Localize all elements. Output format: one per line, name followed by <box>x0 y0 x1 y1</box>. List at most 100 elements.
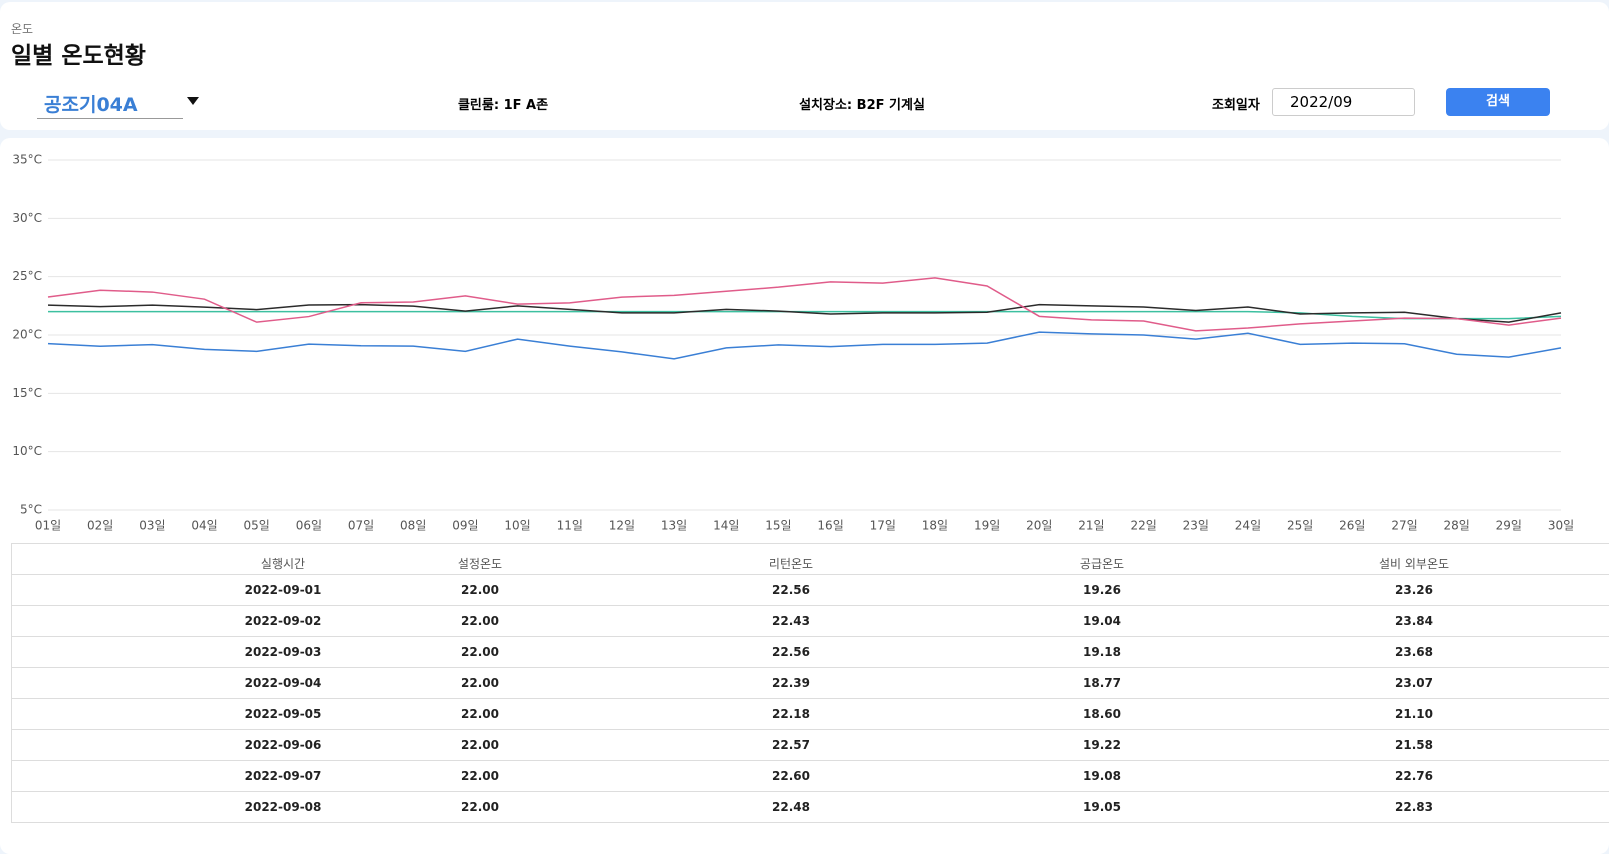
page-title: 일별 온도현황 <box>11 43 146 69</box>
table-cell: 23.07 <box>1395 676 1433 690</box>
x-tick-label: 24일 <box>1235 519 1261 533</box>
table-cell: 22.00 <box>461 738 499 752</box>
table-cell: 2022-09-06 <box>244 738 322 752</box>
x-tick-label: 12일 <box>609 519 635 533</box>
table-row: 2022-09-01 22.00 22.56 19.26 23.26 <box>12 575 1609 606</box>
table-row: 2022-09-05 22.00 22.18 18.60 21.10 <box>12 699 1609 730</box>
y-tick-label: 10°C <box>12 444 42 458</box>
table-cell: 2022-09-07 <box>244 769 322 783</box>
series-line <box>47 331 1562 360</box>
x-tick-label: 14일 <box>713 519 739 533</box>
y-tick-label: 15°C <box>12 386 42 400</box>
x-tick-label: 07일 <box>348 519 374 533</box>
series-line <box>47 277 1562 332</box>
table-cell: 22.00 <box>461 707 499 721</box>
table-cell: 2022-09-05 <box>244 707 322 721</box>
table-row: 2022-09-08 22.00 22.48 19.05 22.83 <box>12 792 1609 823</box>
y-tick-label: 20°C <box>12 328 42 342</box>
search-button[interactable]: 검색 <box>1446 88 1550 116</box>
x-tick-label: 15일 <box>765 519 791 533</box>
x-tick-label: 16일 <box>817 519 843 533</box>
x-tick-label: 28일 <box>1443 519 1469 533</box>
x-tick-label: 02일 <box>87 519 113 533</box>
table-cell: 22.39 <box>772 676 810 690</box>
table-cell: 18.60 <box>1083 707 1121 721</box>
y-tick-label: 25°C <box>12 269 42 283</box>
column-header: 리턴온도 <box>768 557 814 571</box>
table-cell: 22.48 <box>772 800 810 814</box>
x-tick-label: 03일 <box>139 519 165 533</box>
x-tick-label: 20일 <box>1026 519 1052 533</box>
x-tick-label: 13일 <box>661 519 687 533</box>
x-tick-label: 21일 <box>1078 519 1104 533</box>
x-tick-label: 27일 <box>1391 519 1417 533</box>
x-tick-label: 04일 <box>191 519 217 533</box>
x-tick-label: 01일 <box>35 519 61 533</box>
column-header: 설비 외부온도 <box>1378 557 1450 571</box>
table-row: 2022-09-07 22.00 22.60 19.08 22.76 <box>12 761 1609 792</box>
table-cell: 22.56 <box>772 583 810 597</box>
table-cell: 22.57 <box>772 738 810 752</box>
x-tick-label: 29일 <box>1496 519 1522 533</box>
x-tick-label: 30일 <box>1548 519 1574 533</box>
table-cell: 21.10 <box>1395 707 1433 721</box>
x-tick-label: 22일 <box>1130 519 1156 533</box>
series-line <box>47 303 1562 323</box>
table-cell: 23.84 <box>1395 614 1433 628</box>
table-cell: 19.08 <box>1083 769 1121 783</box>
x-tick-label: 06일 <box>296 519 322 533</box>
table-cell: 22.76 <box>1395 769 1433 783</box>
table-cell: 19.04 <box>1083 614 1121 628</box>
date-value: 2022/09 <box>1290 93 1353 111</box>
table-cell: 22.60 <box>772 769 810 783</box>
dropdown-arrow[interactable] <box>187 97 199 105</box>
table-row: 2022-09-02 22.00 22.43 19.04 23.84 <box>12 606 1609 637</box>
date-input[interactable]: 2022/09 <box>1272 88 1415 116</box>
table-cell: 2022-09-02 <box>244 614 322 628</box>
x-tick-label: 10일 <box>504 519 530 533</box>
table-cell: 19.18 <box>1083 645 1121 659</box>
table-cell: 19.26 <box>1083 583 1121 597</box>
cleanroom-info: 클린룸: 1F A존 <box>457 98 549 113</box>
table-row: 2022-09-04 22.00 22.39 18.77 23.07 <box>12 668 1609 699</box>
header-card: 온도 일별 온도현황 공조기04A 클린룸: 1F A존 설치장소: B2F 기… <box>0 2 1609 130</box>
table-cell: 22.56 <box>772 645 810 659</box>
table-cell: 2022-09-04 <box>244 676 322 690</box>
x-tick-label: 17일 <box>870 519 896 533</box>
table-cell: 18.77 <box>1083 676 1121 690</box>
table-cell: 22.00 <box>461 583 499 597</box>
unit-select-value: 공조기04A <box>44 94 138 116</box>
table-cell: 23.26 <box>1395 583 1433 597</box>
table-cell: 19.05 <box>1083 800 1121 814</box>
breadcrumb: 온도 <box>11 22 34 36</box>
x-tick-label: 25일 <box>1287 519 1313 533</box>
chart-card <box>0 138 1609 854</box>
table-cell: 22.43 <box>772 614 810 628</box>
table-row: 2022-09-06 22.00 22.57 19.22 21.58 <box>12 730 1609 761</box>
y-tick-label: 5°C <box>20 503 42 517</box>
table-cell: 2022-09-01 <box>244 583 322 597</box>
column-header: 실행시간 <box>260 557 306 571</box>
table-cell: 22.00 <box>461 800 499 814</box>
x-tick-label: 19일 <box>974 519 1000 533</box>
x-tick-label: 18일 <box>922 519 948 533</box>
x-tick-label: 08일 <box>400 519 426 533</box>
data-table: 실행시간 설정온도 리턴온도 공급온도 설비 외부온도 2022-09-01 22.00 22… <box>11 543 1609 823</box>
table-cell: 22.83 <box>1395 800 1433 814</box>
location-info: 설치장소: B2F 기계실 <box>799 98 925 113</box>
table-cell: 22.00 <box>461 614 499 628</box>
chart: 5°C 10°C 15°C 20°C 25°C 30°C 35°C 01일 02일 03일 04일 0… <box>12 153 1574 533</box>
table-cell: 22.00 <box>461 676 499 690</box>
x-tick-label: 23일 <box>1183 519 1209 533</box>
table-cell: 22.00 <box>461 769 499 783</box>
x-tick-label: 09일 <box>452 519 478 533</box>
table-cell: 2022-09-08 <box>244 800 322 814</box>
table-cell: 22.18 <box>772 707 810 721</box>
table-header-row: 실행시간 설정온도 리턴온도 공급온도 설비 외부온도 <box>12 544 1609 575</box>
y-tick-label: 30°C <box>12 211 42 225</box>
table-cell: 2022-09-03 <box>244 645 322 659</box>
unit-select[interactable]: 공조기04A <box>37 88 183 119</box>
table-row: 2022-09-03 22.00 22.56 19.18 23.68 <box>12 637 1609 668</box>
x-tick-label: 11일 <box>557 519 583 533</box>
